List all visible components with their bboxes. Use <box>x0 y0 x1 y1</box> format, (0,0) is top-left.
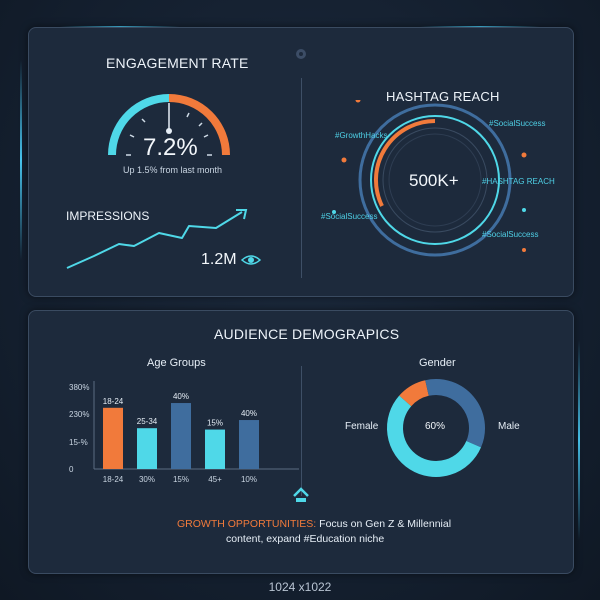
eye-icon <box>241 255 261 265</box>
pin-icon <box>296 49 306 59</box>
image-dimensions: 1024 x1022 <box>268 580 332 594</box>
hashtag-tag: #SocialSuccess <box>489 119 546 128</box>
bar-top-label: 25-34 <box>137 417 158 426</box>
growth-line-1: GROWTH OPPORTUNITIES: Focus on Gen Z & M… <box>177 518 451 530</box>
donut-segment <box>399 380 430 407</box>
chevron-up-icon <box>293 487 309 502</box>
demographics-title: AUDIENCE DEMOGRAPICS <box>214 326 400 342</box>
bar-top-label: 40% <box>241 409 257 418</box>
bar <box>205 429 225 469</box>
hashtag-value: 500K+ <box>409 171 459 190</box>
y-tick-label: 15-% <box>69 438 88 447</box>
bar-top-label: 15% <box>207 419 223 428</box>
male-label: Male <box>498 421 520 432</box>
category-label: 10% <box>241 475 257 484</box>
hashtag-tag: #SocialSuccess <box>482 230 539 239</box>
engagement-gauge <box>108 94 230 156</box>
panel-divider <box>301 366 302 496</box>
female-label: Female <box>345 421 379 432</box>
donut-hole <box>405 397 467 459</box>
impressions-sparkline <box>66 209 248 269</box>
growth-label: GROWTH OPPORTUNITIES: <box>177 518 317 530</box>
y-tick-label: 380% <box>69 383 89 392</box>
bar <box>103 407 123 469</box>
age-groups-bar-chart: 380% 230% 15-% 0 18-24 18-24 25-34 30% 40% 15% 15%… <box>69 381 299 484</box>
engagement-title: ENGAGEMENT RATE <box>106 55 249 71</box>
hashtag-title: HASHTAG REACH <box>386 89 500 104</box>
engagement-value: 7.2% <box>143 134 198 161</box>
bar <box>171 403 191 469</box>
bar-top-label: 18-24 <box>103 397 124 406</box>
category-label: 30% <box>139 475 155 484</box>
y-tick-label: 0 <box>69 465 74 474</box>
age-groups-title: Age Groups <box>147 357 206 369</box>
bar-top-label: 40% <box>173 392 189 401</box>
category-label: 15% <box>173 475 189 484</box>
engagement-subtitle: Up 1.5% from last month <box>123 165 223 175</box>
hashtag-tag: #SocialSuccess <box>321 212 378 221</box>
y-tick-label: 230% <box>69 410 89 419</box>
growth-text: Focus on Gen Z & Millennial <box>316 518 452 530</box>
hashtag-reach-chart <box>332 100 527 257</box>
donut-segment <box>425 379 485 448</box>
gender-title: Gender <box>419 357 456 369</box>
impressions-value: 1.2M <box>201 251 237 268</box>
panel-divider <box>301 78 302 278</box>
demographics-panel: AUDIENCE DEMOGRAPICS Age Groups Gender 3… <box>28 310 574 574</box>
impressions-title: IMPRESSIONS <box>66 209 150 223</box>
glow-side <box>20 60 22 260</box>
gender-donut-chart <box>387 379 485 477</box>
hashtag-tag: #GrowthHacks <box>335 131 388 140</box>
bar <box>239 420 259 469</box>
glow-side <box>578 340 580 540</box>
bar <box>137 428 157 469</box>
donut-segment <box>387 395 481 477</box>
category-label: 45+ <box>208 475 222 484</box>
metrics-panel: ENGAGEMENT RATE 7.2% Up 1.5% from last m… <box>28 27 574 297</box>
growth-line-2: content, expand #Education niche <box>226 533 385 545</box>
hashtag-tag: #HASHTAG REACH <box>482 177 555 186</box>
category-label: 18-24 <box>103 475 124 484</box>
gender-center-value: 60% <box>425 421 446 432</box>
